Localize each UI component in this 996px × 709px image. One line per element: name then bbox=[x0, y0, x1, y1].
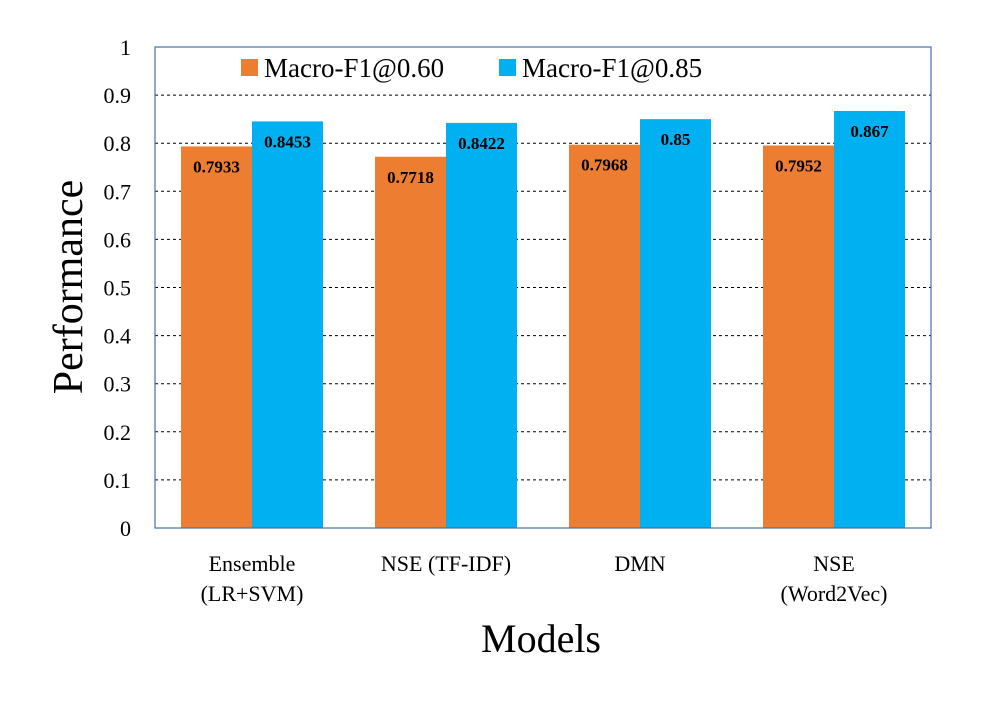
bar-macro-f1-060 bbox=[375, 156, 446, 528]
data-label: 0.7933 bbox=[193, 157, 240, 176]
x-category-label-line: Ensemble bbox=[209, 551, 296, 576]
bar-macro-f1-085 bbox=[446, 122, 517, 529]
data-label: 0.85 bbox=[661, 130, 691, 149]
y-tick-label: 0 bbox=[120, 516, 131, 541]
y-tick-label: 0.4 bbox=[104, 324, 132, 349]
data-label: 0.8422 bbox=[458, 134, 505, 153]
bar-macro-f1-060 bbox=[569, 144, 640, 528]
legend-label: Macro-F1@0.60 bbox=[264, 53, 444, 83]
x-category-label: NSE (TF-IDF) bbox=[381, 551, 511, 576]
x-axis-title: Models bbox=[481, 616, 601, 661]
legend-swatch bbox=[499, 59, 516, 76]
y-axis-title: Performance bbox=[46, 180, 92, 395]
x-category-label: Ensemble (LR+SVM) bbox=[201, 551, 304, 606]
x-category-label: NSE (Word2Vec) bbox=[781, 551, 888, 606]
y-tick-label: 0.5 bbox=[104, 276, 132, 301]
y-tick-label: 0.7 bbox=[104, 179, 132, 204]
x-category-label-line: NSE (TF-IDF) bbox=[381, 551, 511, 576]
legend: Macro-F1@0.60 Macro-F1@0.85 bbox=[241, 53, 702, 83]
x-category-label-line: NSE bbox=[813, 551, 855, 576]
y-tick-label: 0.8 bbox=[104, 131, 132, 156]
bar-macro-f1-085 bbox=[834, 110, 905, 529]
y-tick-label: 0.9 bbox=[104, 83, 132, 108]
x-category-labels: Ensemble (LR+SVM) NSE (TF-IDF) DMN NSE (Word2… bbox=[201, 551, 888, 606]
x-category-label-line: (LR+SVM) bbox=[201, 581, 304, 606]
data-label: 0.8453 bbox=[264, 132, 311, 151]
x-category-label-line: (Word2Vec) bbox=[781, 581, 888, 606]
plot-frame bbox=[154, 46, 932, 529]
bar-macro-f1-085 bbox=[640, 119, 711, 529]
data-label: 0.867 bbox=[850, 122, 889, 141]
y-tick-label: 1 bbox=[120, 35, 131, 60]
bar-macro-f1-060 bbox=[181, 146, 252, 528]
data-label: 0.7718 bbox=[387, 168, 434, 187]
data-labels: 0.7933 0.8453 0.7718 0.8422 0.7968 0.85 0.7952… bbox=[193, 122, 889, 187]
y-tick-label: 0.6 bbox=[104, 227, 132, 252]
data-label: 0.7968 bbox=[581, 156, 628, 175]
y-tick-label: 0.1 bbox=[104, 468, 132, 493]
legend-swatch bbox=[241, 59, 258, 76]
y-tick-label: 0.3 bbox=[104, 372, 132, 397]
bar-macro-f1-060 bbox=[763, 145, 834, 529]
y-tick-labels: 0 0.1 0.2 0.3 0.4 0.5 0.6 0.7 0.8 0.9 1 bbox=[104, 35, 132, 541]
bars bbox=[181, 110, 905, 529]
legend-label: Macro-F1@0.85 bbox=[522, 53, 702, 83]
bar-macro-f1-085 bbox=[252, 121, 323, 528]
data-label: 0.7952 bbox=[775, 157, 822, 176]
x-category-label-line: DMN bbox=[614, 551, 665, 576]
x-category-label: DMN bbox=[614, 551, 665, 576]
y-tick-label: 0.2 bbox=[104, 420, 132, 445]
